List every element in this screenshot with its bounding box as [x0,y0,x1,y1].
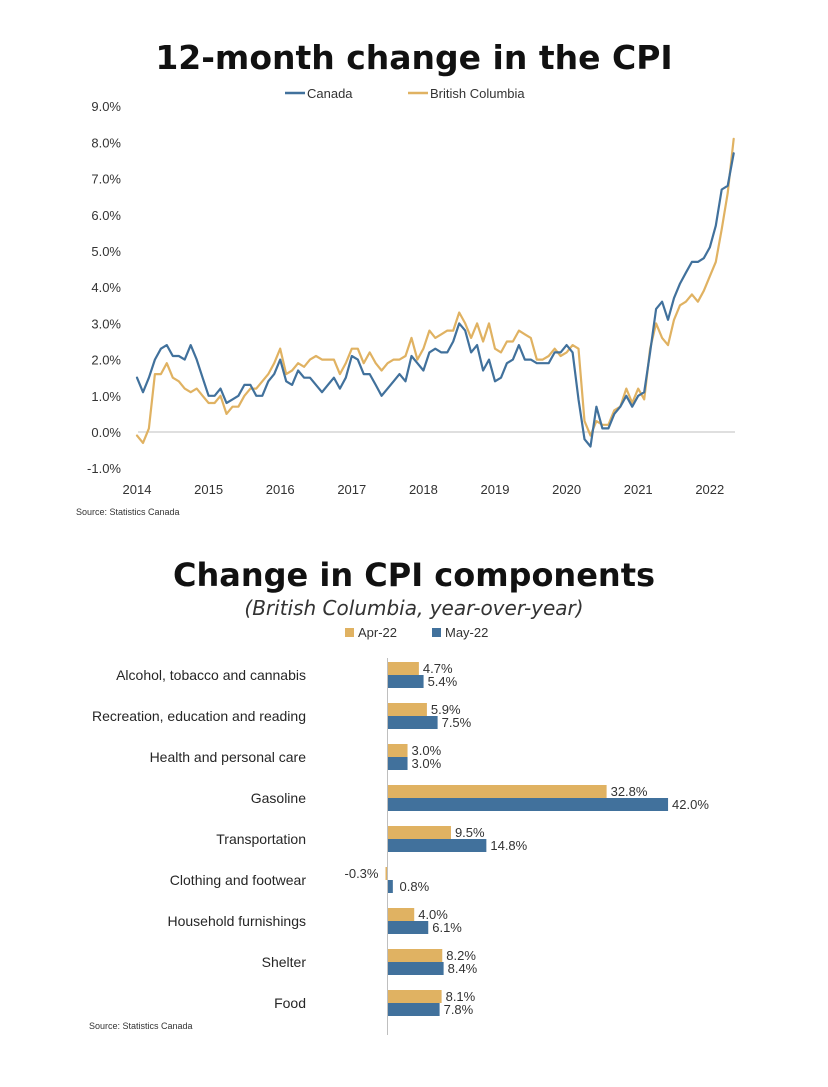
bar-value-label: 8.2% [446,948,476,963]
bar-value-label: 5.9% [431,702,461,717]
bar-apr-22 [387,826,451,839]
y-tick-label: -1.0% [87,461,121,476]
bar-value-label: 14.8% [490,838,527,853]
y-tick-label: 2.0% [91,353,121,368]
x-tick-label: 2014 [123,482,152,497]
x-tick-label: 2018 [409,482,438,497]
bar-apr-22 [387,744,408,757]
bar-value-label: 9.5% [455,825,485,840]
bar-apr-22 [387,949,443,962]
y-tick-label: 3.0% [91,316,121,331]
x-tick-label: 2022 [695,482,724,497]
bar-value-label: 8.1% [446,989,476,1004]
bar-value-label: 3.0% [412,756,442,771]
bar-may-22 [387,839,487,852]
bar-chart-source: Source: Statistics Canada [89,1021,193,1031]
x-tick-label: 2016 [266,482,295,497]
bar-may-22 [387,880,393,893]
y-tick-label: 9.0% [91,99,121,114]
x-tick-label: 2020 [552,482,581,497]
line-chart-title: 12-month change in the CPI [155,38,673,77]
y-tick-label: 5.0% [91,244,121,259]
legend-swatch [345,628,354,637]
bar-apr-22 [387,990,442,1003]
bar-value-label: 6.1% [432,920,462,935]
bar-value-label: 7.8% [444,1002,474,1017]
category-label: Health and personal care [150,749,307,765]
bar-apr-22 [387,662,419,675]
x-tick-label: 2015 [194,482,223,497]
bar-may-22 [387,757,408,770]
bar-value-label: 7.5% [442,715,472,730]
y-tick-label: 4.0% [91,280,121,295]
bar-may-22 [387,962,444,975]
bar-may-22 [387,798,669,811]
category-label: Alcohol, tobacco and cannabis [116,667,306,683]
cpi-components-bar-chart: Apr-22 May-22 Alcohol, tobacco and cannabi… [92,625,709,1035]
category-label: Shelter [262,954,307,970]
bc-series-line [135,137,735,444]
legend-label: May-22 [445,625,488,640]
y-tick-label: 6.0% [91,208,121,223]
bar-may-22 [387,716,438,729]
y-tick-label: 0.0% [91,425,121,440]
bar-value-label: -0.3% [345,866,379,881]
bar-value-label: 4.7% [423,661,453,676]
x-tick-label: 2019 [481,482,510,497]
bar-apr-22 [387,703,427,716]
line-chart-source: Source: Statistics Canada [76,507,180,517]
bar-value-label: 42.0% [672,797,709,812]
bar-value-label: 8.4% [448,961,478,976]
bar-may-22 [387,921,429,934]
bar-chart-subtitle: (British Columbia, year-over-year) [244,596,584,620]
bar-apr-22 [385,867,388,880]
legend-label: Canada [307,86,353,101]
bar-chart-title: Change in CPI components [172,556,656,594]
category-label: Recreation, education and reading [92,708,306,724]
bar-value-label: 4.0% [418,907,448,922]
category-label: Transportation [216,831,306,847]
category-label: Food [274,995,306,1011]
bar-may-22 [387,675,424,688]
bar-value-label: 32.8% [611,784,648,799]
legend-label: Apr-22 [358,625,397,640]
y-tick-label: 1.0% [91,389,121,404]
cpi-line-chart: 9.0% 8.0% 7.0% 6.0% 5.0% 4.0% 3.0% 2.0% 1.0% 0.0%… [87,86,735,497]
y-tick-label: 8.0% [91,135,121,150]
bar-may-22 [387,1003,440,1016]
canada-series-line [135,152,735,448]
legend-swatch [432,628,441,637]
legend-label: British Columbia [430,86,525,101]
bar-value-label: 5.4% [428,674,458,689]
category-label: Gasoline [251,790,306,806]
bar-value-label: 0.8% [400,879,430,894]
y-tick-label: 7.0% [91,172,121,187]
bar-apr-22 [387,908,415,921]
bar-apr-22 [387,785,607,798]
category-label: Household furnishings [167,913,306,929]
x-tick-label: 2017 [337,482,366,497]
x-tick-label: 2021 [624,482,653,497]
category-label: Clothing and footwear [170,872,307,888]
bar-value-label: 3.0% [412,743,442,758]
